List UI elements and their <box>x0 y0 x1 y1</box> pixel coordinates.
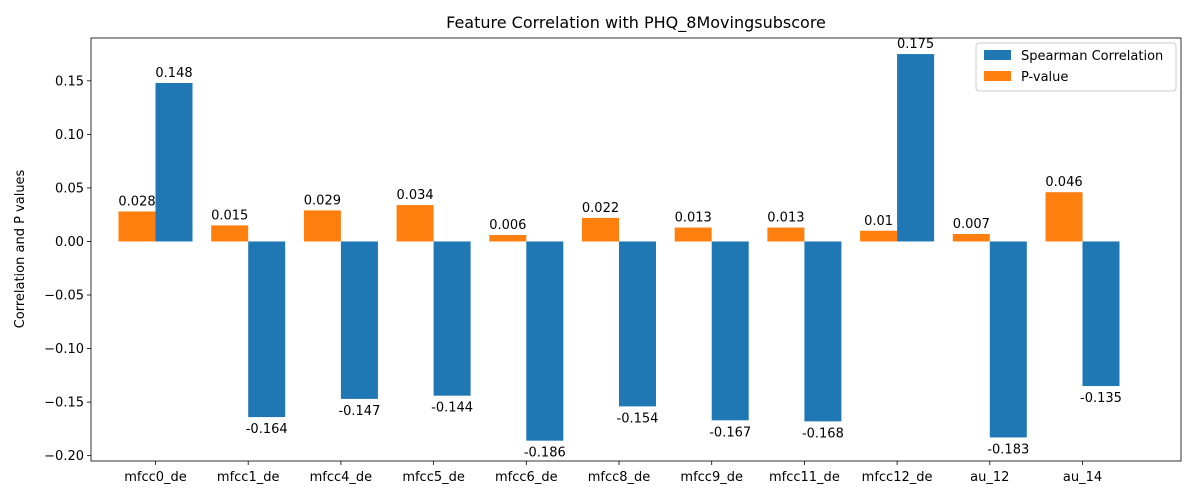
data-label: 0.013 <box>767 211 804 226</box>
bar <box>711 241 749 421</box>
data-label: 0.028 <box>118 194 155 209</box>
data-label: 0.046 <box>1045 175 1082 190</box>
bar <box>860 230 898 242</box>
data-label: 0.006 <box>489 218 526 233</box>
data-label: 0.175 <box>897 37 934 52</box>
bar <box>989 241 1027 438</box>
data-label: -0.164 <box>246 422 288 437</box>
y-tick-label: 0.05 <box>55 181 84 196</box>
data-label: -0.147 <box>338 404 380 419</box>
y-tick-label: −0.20 <box>44 449 84 464</box>
y-tick-label: 0.15 <box>55 74 84 89</box>
bar <box>1082 241 1120 387</box>
data-label: 0.015 <box>211 208 248 223</box>
y-tick-label: 0.00 <box>55 235 84 250</box>
bar <box>118 211 156 242</box>
data-label: -0.168 <box>802 426 844 441</box>
x-tick-label: mfcc8_de <box>588 470 651 485</box>
bar <box>897 54 935 242</box>
legend-swatch <box>984 50 1011 60</box>
bar <box>804 241 842 422</box>
bar <box>767 227 805 242</box>
data-label: -0.144 <box>431 401 473 416</box>
y-tick-label: −0.05 <box>44 289 84 304</box>
data-label: -0.135 <box>1080 391 1122 406</box>
bar <box>619 241 656 407</box>
data-label: -0.167 <box>709 425 751 440</box>
y-tick-label: 0.10 <box>55 128 84 143</box>
x-tick-label: au_12 <box>970 470 1009 485</box>
data-label: 0.034 <box>396 188 433 203</box>
bar <box>582 217 619 242</box>
x-tick-label: mfcc6_de <box>495 470 558 485</box>
x-tick-label: mfcc4_de <box>310 470 373 485</box>
bar <box>248 241 286 418</box>
legend-label: Spearman Correlation <box>1021 49 1163 64</box>
bar <box>952 233 990 242</box>
data-label: 0.148 <box>155 66 192 81</box>
y-axis-label: Correlation and P values <box>13 169 28 328</box>
bar <box>340 241 378 399</box>
x-tick-label: mfcc12_de <box>862 470 933 485</box>
data-label: 0.022 <box>582 201 619 216</box>
bar <box>303 210 341 242</box>
legend-swatch <box>984 71 1011 81</box>
data-label: -0.183 <box>987 442 1029 457</box>
bar <box>1045 192 1083 242</box>
legend-label: P-value <box>1021 70 1068 85</box>
x-tick-label: mfcc11_de <box>769 470 840 485</box>
data-label: 0.01 <box>864 214 893 229</box>
data-label: -0.154 <box>617 411 659 426</box>
bar <box>211 225 249 242</box>
x-tick-label: au_14 <box>1063 470 1102 485</box>
bar <box>526 241 564 441</box>
legend-box <box>975 42 1177 92</box>
bar <box>674 227 712 242</box>
axes-frame <box>90 37 1182 462</box>
plot-area: 0.028 0.148 mfcc0_de 0.015 -0.164 mfcc1_de 0.0… <box>44 37 1182 485</box>
data-label: 0.007 <box>953 217 990 232</box>
x-tick-label: mfcc5_de <box>402 470 465 485</box>
data-label: 0.029 <box>304 193 341 208</box>
bar <box>396 205 434 242</box>
y-tick-label: −0.10 <box>44 342 84 357</box>
x-tick-label: mfcc9_de <box>680 470 743 485</box>
bar <box>489 235 527 242</box>
x-tick-label: mfcc0_de <box>124 470 187 485</box>
x-tick-label: mfcc1_de <box>217 470 280 485</box>
y-tick-label: −0.15 <box>44 396 84 411</box>
chart-title: Feature Correlation with PHQ_8Movingsubs… <box>446 13 826 33</box>
data-label: 0.013 <box>675 211 712 226</box>
bar <box>433 241 471 396</box>
legend: Spearman Correlation P-value <box>975 42 1177 92</box>
bar <box>155 82 193 242</box>
data-label: -0.186 <box>524 446 566 461</box>
